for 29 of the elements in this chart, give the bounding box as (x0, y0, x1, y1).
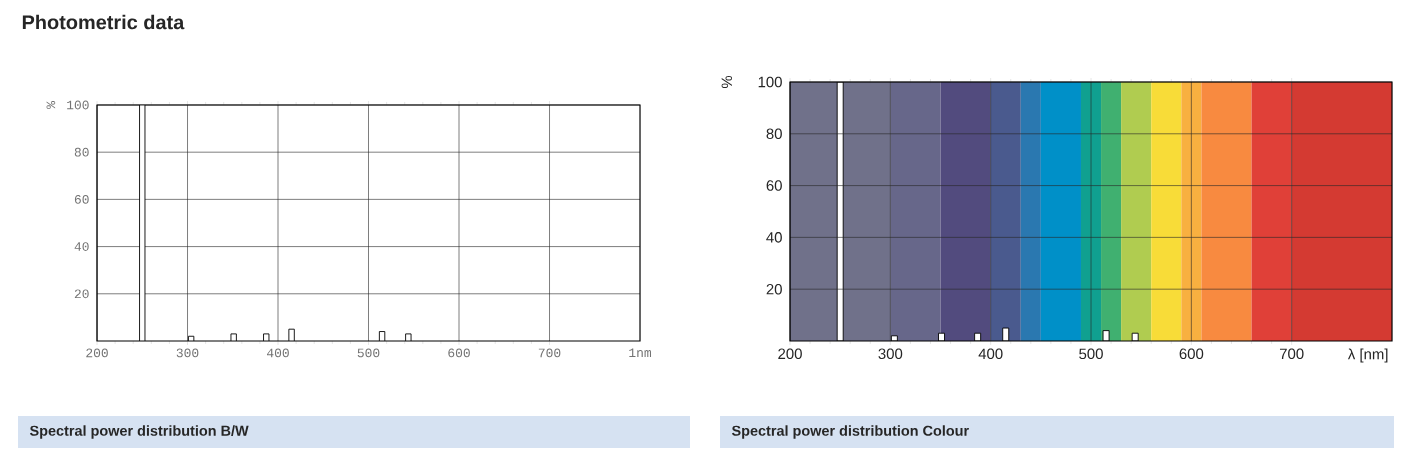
x-tick-label: 700 (1279, 348, 1304, 360)
y-tick-label: 80 (766, 128, 782, 140)
x-tick-label: 300 (176, 348, 199, 358)
x-tick-label: 200 (778, 348, 802, 360)
y-tick-label: 100 (758, 76, 782, 88)
y-tick-label: 40 (74, 242, 89, 251)
text: Spectral power distribution B/W (29, 425, 249, 439)
y-axis-title: % (721, 75, 733, 89)
x-axis-title: λ [nm] (1347, 348, 1388, 363)
y-tick-label: 100 (67, 100, 89, 110)
chart-title: Photometric data (22, 14, 185, 30)
y-tick-label: 20 (74, 289, 89, 299)
y-tick-label: 40 (766, 232, 782, 243)
y-tick-label: 60 (766, 180, 782, 191)
y-tick-label: 80 (74, 147, 89, 157)
x-tick-label: 600 (1179, 348, 1204, 360)
x-tick-label: 400 (267, 348, 289, 358)
x-tick-label: 400 (978, 348, 1003, 360)
x-axis-title: 1nm (629, 348, 652, 358)
y-tick-label: 20 (766, 283, 782, 295)
text: Spectral power distribution Colour (731, 425, 969, 439)
y-axis-title: % (46, 101, 56, 109)
x-tick-label: 500 (357, 348, 380, 358)
x-tick-label: 600 (448, 348, 470, 358)
x-tick-label: 700 (538, 348, 561, 358)
y-tick-label: 60 (74, 194, 89, 204)
x-tick-label: 300 (878, 348, 903, 360)
x-tick-label: 200 (86, 348, 108, 358)
x-tick-label: 500 (1079, 348, 1103, 360)
